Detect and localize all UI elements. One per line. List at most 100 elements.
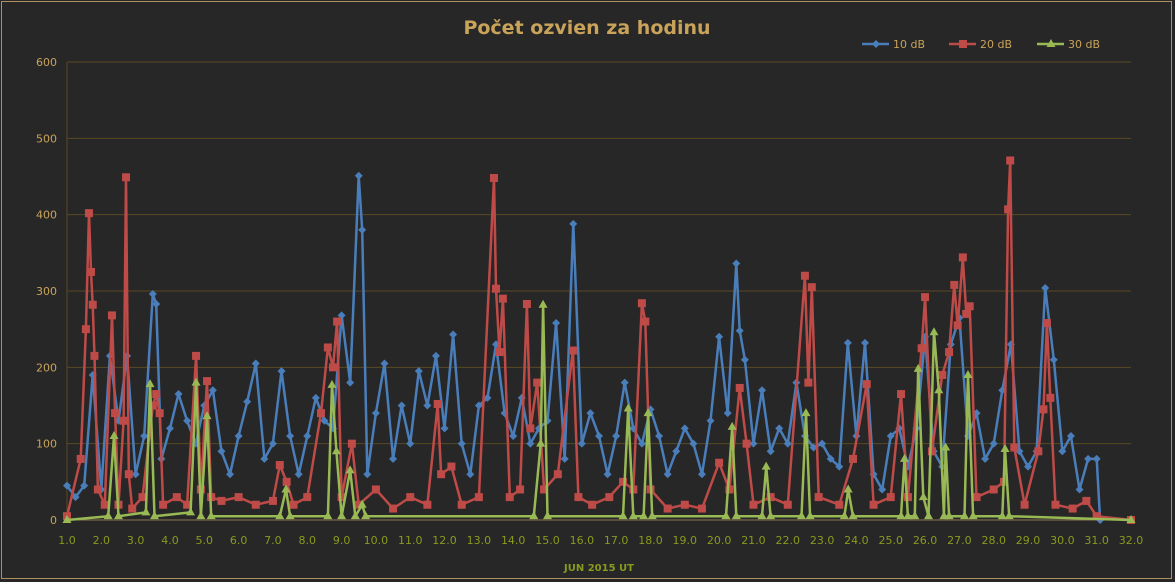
data-point-square <box>88 300 97 309</box>
data-point-diamond <box>509 432 518 441</box>
data-point-square <box>128 504 137 513</box>
data-point-diamond <box>286 432 295 441</box>
data-point-square <box>522 299 531 308</box>
data-point-diamond <box>835 462 844 471</box>
data-point-square <box>1046 393 1055 402</box>
data-point-diamond <box>174 390 183 399</box>
series-line <box>66 303 1132 522</box>
data-point-diamond <box>131 470 140 479</box>
data-point-square <box>183 500 192 509</box>
data-point-triangle <box>337 511 347 520</box>
legend: 10 dB 20 dB 30 dB <box>862 38 1100 51</box>
data-point-triangle <box>913 363 923 372</box>
data-point-triangle <box>1000 444 1010 453</box>
data-point-diamond <box>431 351 440 360</box>
data-point-triangle <box>357 499 367 508</box>
data-point-diamond <box>294 470 303 479</box>
data-point-square <box>203 377 212 386</box>
data-point-triangle <box>761 461 771 470</box>
data-point-square <box>953 321 962 330</box>
x-tick-label: 8.0 <box>299 534 317 547</box>
data-point-square <box>533 378 542 387</box>
data-point-square <box>234 493 243 502</box>
series-20-db <box>63 156 1135 524</box>
data-point-square <box>742 439 751 448</box>
data-point-diamond <box>1066 432 1075 441</box>
data-point-square <box>159 500 168 509</box>
data-point-square <box>505 493 514 502</box>
data-point-diamond <box>766 447 775 456</box>
data-point-square <box>457 500 466 509</box>
x-tick-label: 13.0 <box>467 534 492 547</box>
data-point-triangle <box>934 385 944 394</box>
data-point-diamond <box>586 409 595 418</box>
data-point-square <box>917 344 926 353</box>
data-point-square <box>437 470 446 479</box>
data-point-square <box>275 461 284 470</box>
data-point-diamond <box>440 424 449 433</box>
data-point-triangle <box>997 511 1007 520</box>
x-tick-label: 19.0 <box>673 534 698 547</box>
data-point-triangle <box>275 511 285 520</box>
data-point-square <box>641 317 650 326</box>
data-point-square <box>1082 496 1091 505</box>
x-tick-label: 4.0 <box>161 534 179 547</box>
data-point-square <box>371 485 380 494</box>
data-point-square <box>540 485 549 494</box>
series-group <box>62 156 1136 524</box>
data-point-diamond <box>749 439 758 448</box>
data-point-triangle <box>206 511 216 520</box>
legend-entry: 30 dB <box>1037 38 1100 51</box>
data-point-square <box>495 348 504 357</box>
data-point-diamond <box>260 454 269 463</box>
data-point-diamond <box>152 299 161 308</box>
data-point-triangle <box>150 511 160 520</box>
data-point-diamond <box>560 454 569 463</box>
data-point-square <box>93 485 102 494</box>
data-point-square <box>526 424 535 433</box>
x-tick-label: 27.0 <box>947 534 972 547</box>
data-point-diamond <box>740 355 749 364</box>
data-point-diamond <box>697 470 706 479</box>
data-point-triangle <box>731 511 741 520</box>
x-tick-label: 28.0 <box>981 534 1006 547</box>
data-point-square <box>1092 512 1101 521</box>
data-point-diamond <box>406 439 415 448</box>
data-point-diamond <box>680 424 689 433</box>
data-point-square <box>251 500 260 509</box>
data-point-triangle <box>944 511 954 520</box>
series-line <box>65 159 1132 522</box>
data-point-diamond <box>843 338 852 347</box>
data-point-diamond <box>474 401 483 410</box>
data-point-diamond <box>637 439 646 448</box>
data-point-diamond <box>337 311 346 320</box>
data-point-triangle <box>202 411 212 420</box>
data-point-square <box>316 409 325 418</box>
data-point-triangle <box>968 511 978 520</box>
data-point-square <box>354 500 363 509</box>
data-point-triangle <box>62 515 72 523</box>
data-point-triangle <box>647 511 657 520</box>
data-point-triangle <box>361 511 371 520</box>
data-point-diamond <box>217 447 226 456</box>
data-point-square <box>447 462 456 471</box>
data-point-diamond <box>148 290 157 299</box>
x-tick-label: 12.0 <box>432 534 457 547</box>
data-point-square <box>124 470 133 479</box>
x-tick-label: 11.0 <box>398 534 423 547</box>
data-point-triangle <box>923 511 933 520</box>
data-point-triangle <box>345 465 355 474</box>
data-point-square <box>323 343 332 352</box>
data-point-square <box>1034 447 1043 456</box>
data-point-diamond <box>809 443 818 452</box>
data-point-diamond <box>595 432 603 441</box>
data-point-diamond <box>689 439 698 448</box>
data-point-square <box>389 504 398 513</box>
data-point-diamond <box>886 432 895 441</box>
data-point-triangle <box>910 511 920 520</box>
data-point-triangle <box>536 438 546 447</box>
data-point-square <box>90 351 99 360</box>
data-point-triangle <box>721 511 731 520</box>
data-point-square <box>100 500 109 509</box>
